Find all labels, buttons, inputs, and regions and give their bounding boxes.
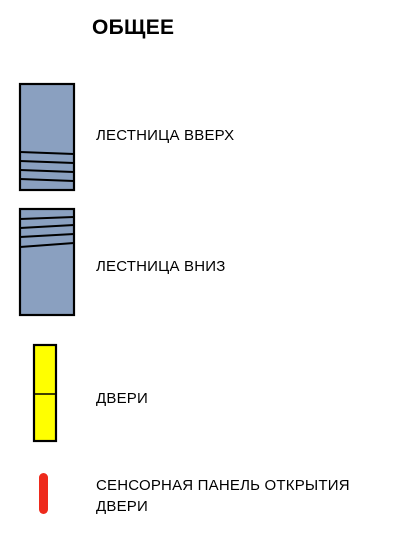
door-body — [32, 343, 58, 443]
door-open-panel-symbol — [39, 473, 48, 514]
door-panel-label: СЕНСОРНАЯ ПАНЕЛЬ ОТКРЫТИЯ ДВЕРИ — [96, 477, 350, 515]
stair-step — [19, 242, 75, 248]
stair-step — [19, 224, 75, 229]
stairs-up-label: ЛЕСТНИЦА ВВЕРХ — [96, 127, 235, 144]
stairs-up-body — [18, 82, 76, 192]
stairs-down-label: ЛЕСТНИЦА ВНИЗ — [96, 258, 226, 275]
door-symbol — [32, 343, 58, 443]
doors-label: ДВЕРИ — [96, 390, 148, 407]
stair-step — [19, 151, 75, 155]
stair-step — [19, 233, 75, 238]
stair-step — [19, 169, 75, 173]
stair-step — [19, 178, 75, 182]
legend-title: ОБЩЕЕ — [92, 16, 175, 39]
stair-step — [19, 216, 75, 220]
door-panel-mark — [39, 473, 48, 514]
stairs-up-symbol — [18, 82, 76, 192]
stairs-down-symbol — [18, 207, 76, 317]
stair-step — [19, 160, 75, 164]
